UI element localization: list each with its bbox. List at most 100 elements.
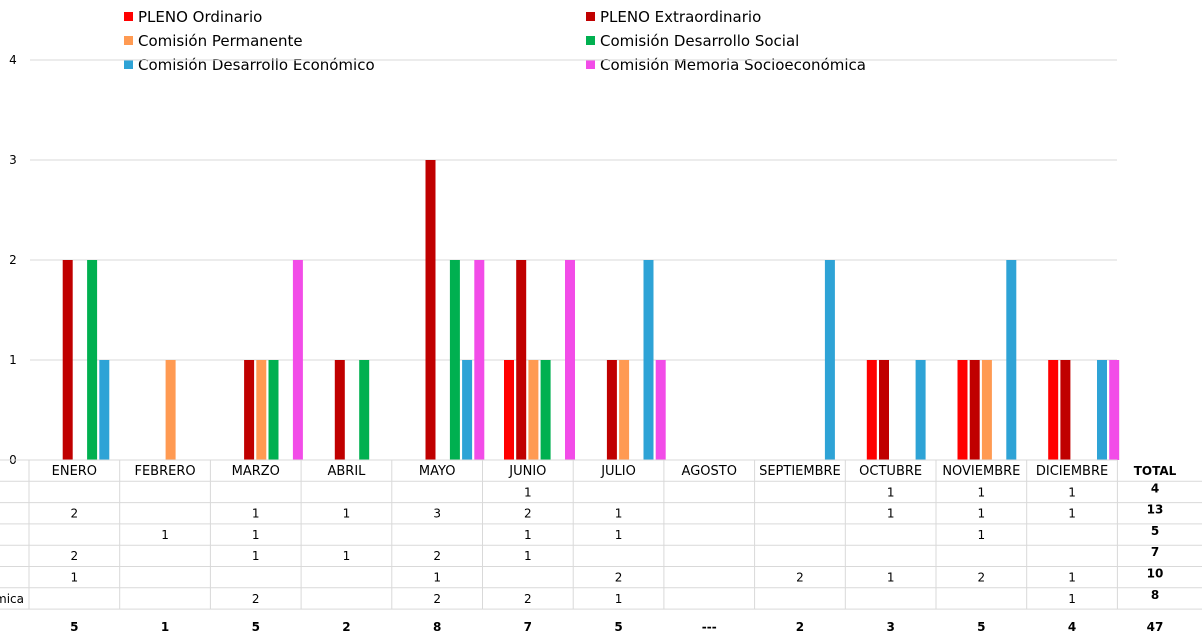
table-cell: 2 [433,592,441,606]
table-cell: 2 [71,549,79,563]
table-cell: 1 [71,571,79,585]
table-cell: 1 [343,507,351,521]
total-header: TOTAL [1134,464,1177,478]
legend-entry: PLENO Ordinario [138,8,262,26]
table-cell: 2 [71,507,79,521]
bar [1048,360,1059,460]
table-cell: 3 [433,507,441,521]
table-cell: 1 [433,571,441,585]
legend-entry: Comisión Desarrollo Social [600,32,799,50]
category-label: SEPTIEMBRE [759,464,841,479]
bar [969,360,980,460]
table-cell: 1 [978,485,986,499]
series-total: 5 [1151,524,1159,538]
series-total: 8 [1151,588,1159,602]
category-label: OCTUBRE [859,464,922,479]
legend-swatch [586,36,595,45]
table-cell: 1 [252,549,260,563]
data-table: ENERO FEBRERO MARZO ABRIL MAYO JUNIO JULIO AGOS… [0,459,1202,634]
table-cell: 1 [161,528,169,542]
bar [565,260,575,460]
table-cell: 1 [1068,592,1076,606]
legend: PLENO Ordinario PLENO Extraordinario Comis… [124,8,866,74]
y-tick-label: 1 [9,353,17,367]
series-total: 4 [1151,481,1159,495]
table-cell: 1 [1068,507,1076,521]
bar [879,360,889,460]
month-total: 8 [433,620,441,634]
bar [915,360,926,460]
bar [359,360,370,460]
month-total: 5 [252,620,260,634]
category-label: MAYO [419,464,456,479]
bar [957,360,968,460]
table-cell: 1 [524,528,532,542]
bar [62,260,73,460]
bar [449,260,460,460]
table-cell: 2 [615,571,623,585]
bar [866,360,877,460]
table-cell: 1 [887,485,895,499]
bars [62,160,1120,460]
table-cell: 1 [252,528,260,542]
category-label: AGOSTO [682,464,737,479]
month-total: 5 [977,620,985,634]
table-cell: 1 [343,549,351,563]
legend-swatch [124,60,133,69]
bar [462,360,473,460]
bar [268,360,279,460]
series-total: 13 [1147,503,1164,517]
table-cell: 2 [796,571,804,585]
bar [165,360,176,460]
table-cell: 1 [615,507,623,521]
category-label: JUNIO [508,464,546,479]
category-label: DICIEMBRE [1036,464,1108,479]
table-cell: 1 [615,528,623,542]
bar [606,360,617,460]
bar [516,260,527,460]
bar [643,260,654,460]
legend-swatch [586,60,595,69]
category-label: ABRIL [327,464,366,479]
table-cell: 1 [887,571,895,585]
month-total: 2 [342,620,350,634]
table-cell: 1 [252,507,260,521]
table-cell: 1 [887,507,895,521]
bar [99,360,110,460]
bar [1060,360,1071,460]
category-label: NOVIEMBRE [942,464,1020,479]
bar [87,260,98,460]
legend-entry: Comisión Permanente [138,32,303,50]
bar [528,360,539,460]
table-cell: 2 [978,571,986,585]
month-total: 7 [524,620,532,634]
table-cell: 1 [978,528,986,542]
bar [540,360,551,460]
table-cell: 1 [1068,571,1076,585]
bar [1006,260,1017,460]
series-row-label: mica [0,592,24,606]
table-cell: 1 [978,507,986,521]
y-tick-label: 2 [9,253,17,267]
bar [824,260,835,460]
table-cell: 2 [252,592,260,606]
table-cell: 1 [524,485,532,499]
month-total: 5 [614,620,622,634]
category-label: JULIO [600,464,636,479]
grand-total: 47 [1147,620,1164,634]
bar [425,160,436,460]
month-total: 1 [161,620,169,634]
month-total: 4 [1068,620,1076,634]
legend-entry: Comisión Memoria Socioeconómica [600,56,866,74]
table-cell: 2 [433,549,441,563]
bar [619,360,630,460]
bar [1097,360,1107,460]
bar [504,360,514,460]
bar [256,360,267,460]
bar [244,360,255,460]
table-cell: 2 [524,592,532,606]
category-label: FEBRERO [134,464,195,479]
bar [334,360,345,460]
